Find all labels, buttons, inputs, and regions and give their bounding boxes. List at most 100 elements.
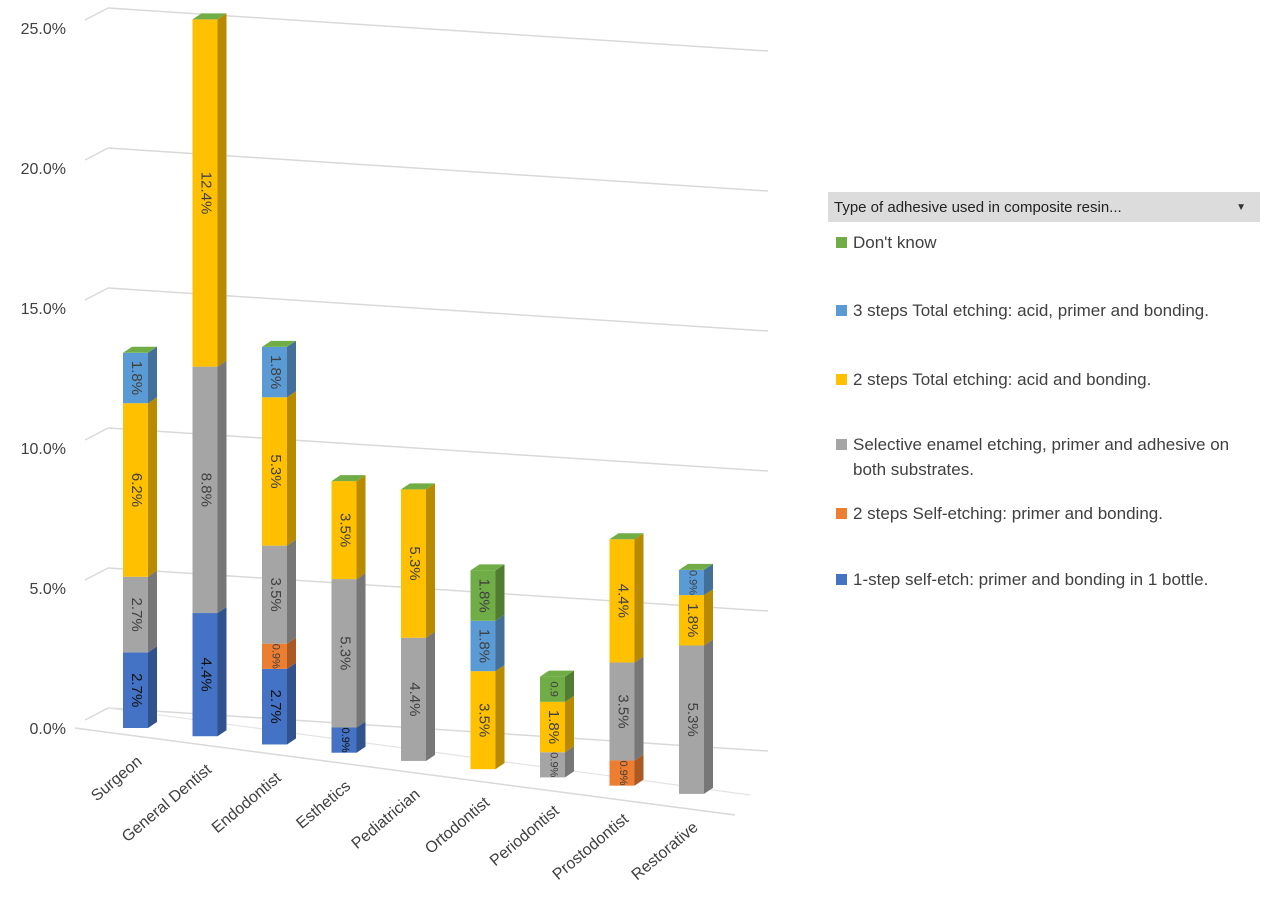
bar-segment (192, 19, 218, 367)
bar-segment-side (565, 695, 574, 753)
bar-segment-side (217, 360, 227, 614)
legend-item-1-step-self-etch[interactable]: 1-step self-etch: primer and bonding in … (836, 567, 1240, 592)
bar-stack-8: 5.3% 1.8% 0.9% (679, 563, 713, 794)
bar-segment-side (634, 533, 644, 663)
floor-front-edge (74, 727, 736, 816)
bar-segment-side (217, 13, 227, 367)
legend: Type of adhesive used in composite resin… (828, 192, 1260, 642)
legend-item-dont-know[interactable]: Don't know (836, 230, 1240, 255)
bar-stack-0: 2.7% 2.7% 6.2% 1.8% (123, 346, 157, 728)
bar-segment (192, 366, 218, 614)
bar-stack-6: 0.9% 1.8% 0.9 (540, 670, 574, 778)
bar-segment (679, 595, 704, 646)
legend-swatch (836, 374, 847, 385)
bar-segment (123, 576, 148, 653)
data-label: 5.3% (684, 703, 701, 737)
bar-segment-side (287, 539, 296, 644)
legend-swatch (836, 439, 847, 450)
x-tick-label: Surgeon (88, 753, 145, 805)
bar-segment (470, 620, 496, 672)
bar-segment (540, 752, 565, 778)
y-tick-label: 5.0% (30, 581, 66, 598)
bar-segment (192, 613, 218, 737)
x-tick-label: Endodontist (209, 769, 285, 837)
bar-segment-side (217, 607, 227, 737)
bar-segment (679, 569, 704, 596)
data-label: 0.9% (687, 570, 699, 595)
data-label: 1.8% (545, 710, 562, 744)
legend-swatch (836, 305, 847, 316)
data-label: 0.9% (617, 761, 629, 786)
x-tick-label: Restorative (629, 819, 702, 884)
x-tick-label: Prostodontist (550, 810, 633, 883)
bar-segment (331, 727, 357, 753)
bar-segment (470, 671, 496, 770)
bar-top-cap (679, 563, 713, 570)
bar-segment-side (565, 670, 574, 702)
bar-segment (540, 701, 565, 753)
data-label: 2.7% (128, 673, 145, 707)
gridline-side (84, 147, 109, 161)
legend-item-selective-enamel-etching[interactable]: Selective enamel etching, primer and adh… (836, 432, 1240, 482)
bar-top-cap (609, 533, 644, 540)
y-tick-label: 10.0% (21, 441, 66, 458)
data-label: 3.5% (615, 694, 632, 728)
bar-top-cap (123, 346, 157, 353)
bar-segment-side (148, 397, 157, 577)
legend-item-label: 1-step self-etch: primer and bonding in … (853, 570, 1209, 589)
bar-stack-2: 2.7% 0.9% 3.5% 5.3% 1.8% (262, 340, 296, 745)
legend-item-label: 2 steps Self-etching: primer and bonding… (853, 504, 1163, 523)
bar-segment (123, 403, 148, 577)
bar-segment-side (704, 589, 713, 646)
data-label: 3.5% (476, 703, 493, 737)
bars: 2.7% 2.7% 6.2% 1.8% 4.4% 8.8% 12.4% 2.7% 0.9% 3.5… (123, 13, 713, 794)
data-label: 12.4% (198, 172, 215, 215)
data-label: 2.7% (267, 690, 284, 724)
data-label: 1.8% (476, 629, 493, 663)
bar-top-cap (470, 564, 505, 571)
bar-segment-side (356, 721, 366, 753)
x-tick-label: Periodontist (487, 802, 563, 870)
gridline-side (84, 567, 109, 581)
bar-segment-side (287, 637, 296, 669)
legend-item-2-steps-total-etching[interactable]: 2 steps Total etching: acid and bonding. (836, 367, 1240, 392)
bar-segment (470, 570, 496, 621)
data-label: 6.2% (128, 473, 145, 507)
legend-item-3-steps-total-etching[interactable]: 3 steps Total etching: acid, primer and … (836, 298, 1240, 323)
legend-swatch (836, 237, 847, 248)
bar-top-cap (331, 475, 366, 482)
gridline-side (84, 707, 109, 721)
bar-top-cap (262, 340, 296, 347)
legend-title: Type of adhesive used in composite resin… (834, 198, 1122, 216)
bar-segment-side (426, 631, 435, 761)
bar-segment-side (634, 754, 644, 786)
bar-stack-7: 0.9% 3.5% 4.4% (609, 533, 644, 786)
bar-segment (679, 645, 704, 794)
gridline-side (84, 7, 109, 21)
bar-segment (262, 397, 287, 546)
legend-item-label: Selective enamel etching, primer and adh… (853, 435, 1230, 479)
data-label: 2.7% (128, 597, 145, 631)
bar-segment-side (704, 563, 713, 596)
bar-segment (401, 637, 426, 761)
legend-item-label: Don't know (853, 233, 937, 252)
data-label: 0.9 (548, 682, 560, 697)
y-tick-label: 0.0% (30, 721, 66, 738)
y-axis: 0.0% 5.0% 10.0% 15.0% 20.0% 25.0% (21, 21, 66, 738)
data-label: 5.3% (406, 546, 423, 580)
bar-segment-side (148, 646, 157, 728)
chevron-down-icon: ▼ (1236, 201, 1246, 213)
data-label: 8.8% (198, 473, 215, 507)
legend-filter-dropdown[interactable]: Type of adhesive used in composite resin… (828, 192, 1260, 222)
legend-swatch (836, 508, 847, 519)
data-label: 0.9% (270, 644, 282, 669)
data-label: 0.9% (339, 728, 351, 753)
bar-segment-side (356, 475, 366, 580)
bar-segment (401, 489, 426, 638)
bar-segment-side (495, 614, 505, 672)
data-label: 1.8% (128, 361, 145, 395)
bar-segment-side (704, 639, 713, 794)
data-label: 5.3% (267, 454, 284, 488)
legend-item-2-steps-self-etching[interactable]: 2 steps Self-etching: primer and bonding… (836, 501, 1240, 526)
